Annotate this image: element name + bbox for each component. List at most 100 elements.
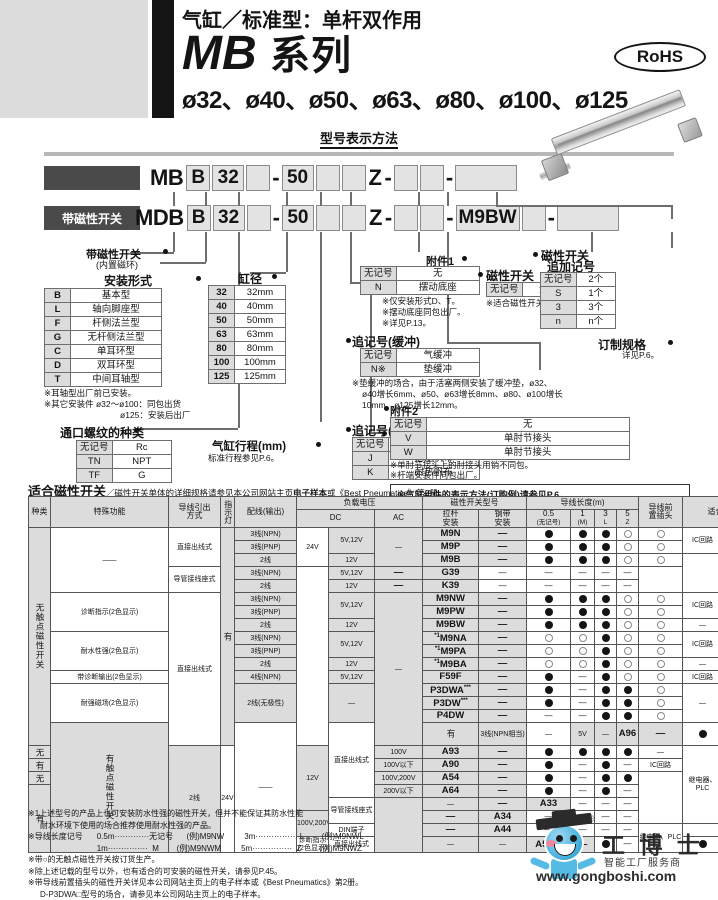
filled-dot: [602, 787, 610, 795]
code-custom-2[interactable]: [557, 205, 619, 231]
len-3-cell: [595, 697, 617, 710]
connector-cell: [639, 528, 683, 541]
callout-magnet-dot: [163, 249, 168, 254]
code-boot-1[interactable]: [342, 165, 366, 191]
model-row2-tag: 带磁性开关: [44, 206, 140, 230]
switch-band-cell: —: [479, 671, 527, 684]
connector-cell: [639, 632, 683, 645]
boot-code-none: 无记号: [353, 438, 389, 452]
model-dash-2: -: [385, 165, 392, 191]
open-dot: [579, 647, 587, 655]
callout-port-label: 通口螺纹的种类: [60, 424, 144, 441]
len-05-cell: —: [479, 567, 527, 580]
code-cushion-1[interactable]: [316, 165, 340, 191]
switch-model-cell: P3DWA***: [423, 684, 479, 697]
callout-acc2-dot: [382, 431, 387, 436]
model-prefix-mdb: MDB: [135, 205, 184, 231]
acc1-note-2: ※摆动底座同包出厂。: [382, 307, 466, 318]
code-port-1[interactable]: [246, 165, 270, 191]
model-dash-5: -: [385, 205, 392, 231]
code-bore-1[interactable]: 32: [212, 165, 244, 191]
code-switch-qty[interactable]: [522, 205, 546, 231]
bore-code-80: 80: [209, 342, 235, 356]
filled-dot: [624, 712, 632, 720]
port-desc-rc: Rc: [112, 441, 171, 455]
filled-dot: [602, 660, 610, 668]
indicator-cell: 无: [29, 772, 51, 785]
qty-code-3: 3: [541, 301, 577, 315]
cylinder-product-photo: [530, 118, 710, 190]
th-ac: AC: [375, 510, 423, 528]
len-05-cell: [527, 746, 571, 759]
len-05-cell: [527, 606, 571, 619]
callout-switch-dot: [478, 272, 483, 277]
acc2-desc-v: 单肘节接头: [426, 432, 629, 446]
filled-dot: [624, 686, 632, 694]
open-dot: [657, 647, 665, 655]
filled-dot: [545, 530, 553, 538]
mount-desc-c: 单耳环型: [71, 345, 162, 359]
len-5-cell: [617, 632, 639, 645]
code-bore-2[interactable]: 32: [213, 205, 245, 231]
callout-acc1-dot: [462, 256, 467, 261]
filled-dot: [545, 673, 553, 681]
len-05-cell: [527, 528, 571, 541]
len-05-cell: [527, 671, 571, 684]
switch-model-cell: —: [479, 798, 527, 811]
open-dot: [624, 660, 632, 668]
filled-dot: [602, 530, 610, 538]
open-dot: [657, 556, 665, 564]
len-3-cell: —: [617, 798, 639, 811]
switch-band-cell: —: [479, 554, 527, 567]
leader-line: [286, 192, 288, 206]
table-row: 耐强磁场(2色显示)2线(无极性)—P3DWA***———: [29, 684, 718, 697]
code-custom-1[interactable]: [455, 165, 517, 191]
code-stroke-1[interactable]: 50: [282, 165, 314, 191]
bore-code-50: 50: [209, 314, 235, 328]
code-cushion-2[interactable]: [316, 205, 340, 231]
len-3-cell: [595, 632, 617, 645]
th-mount-rod: 拉杆安装: [423, 510, 479, 528]
open-dot: [624, 556, 632, 564]
len-05-cell: [527, 554, 571, 567]
len-3-cell: [595, 554, 617, 567]
filled-dot: [579, 608, 587, 616]
len-3-cell: [595, 645, 617, 658]
code-acc2-1[interactable]: [420, 165, 444, 191]
cushion-note-1: ※垫缓冲的场合，由于活塞两侧安装了缓冲垫，ø32、: [352, 378, 552, 389]
callout-custom-dot: [668, 340, 673, 345]
bore-desc-100: 100mm: [235, 356, 286, 370]
code-port-2[interactable]: [247, 205, 271, 231]
mount-note-2: ※其它安装件 ø32～ø100：同包出货: [44, 399, 181, 410]
switch-band-cell: —: [479, 684, 527, 697]
len-3-cell: [595, 772, 617, 785]
model-number-row-standard: MB B 32 - 50 Z - -: [148, 164, 518, 192]
connector-cell: [639, 645, 683, 658]
code-stroke-2[interactable]: 50: [282, 205, 314, 231]
code-acc2-2[interactable]: [420, 205, 444, 231]
open-dot: [545, 660, 553, 668]
leader-line: [173, 192, 175, 206]
custom-note: 详见P.6。: [622, 350, 659, 361]
mount-code-g: G: [45, 331, 71, 345]
switch-band-cell: —: [479, 528, 527, 541]
code-acc1-2[interactable]: [394, 205, 418, 231]
rohs-badge: RoHS: [614, 42, 706, 72]
len-1-cell: —: [571, 684, 595, 697]
len-1-cell: —: [571, 697, 595, 710]
code-acc1-1[interactable]: [394, 165, 418, 191]
code-boot-2[interactable]: [342, 205, 366, 231]
len-05-cell: [527, 645, 571, 658]
open-dot: [657, 530, 665, 538]
code-mount-2[interactable]: B: [187, 205, 211, 231]
table-row: 无记号无: [361, 267, 480, 281]
code-mount-1[interactable]: B: [186, 165, 210, 191]
leader-line: [671, 205, 673, 219]
cushion-table: 无记号气缓冲 N※垫缓冲: [360, 348, 480, 377]
callout-boot-dot: [346, 427, 351, 432]
th-mount-band: 钢带安装: [479, 510, 527, 528]
code-switch-model[interactable]: M9BW: [456, 205, 520, 231]
stroke-note: 标准行程参见P.6。: [208, 453, 279, 464]
